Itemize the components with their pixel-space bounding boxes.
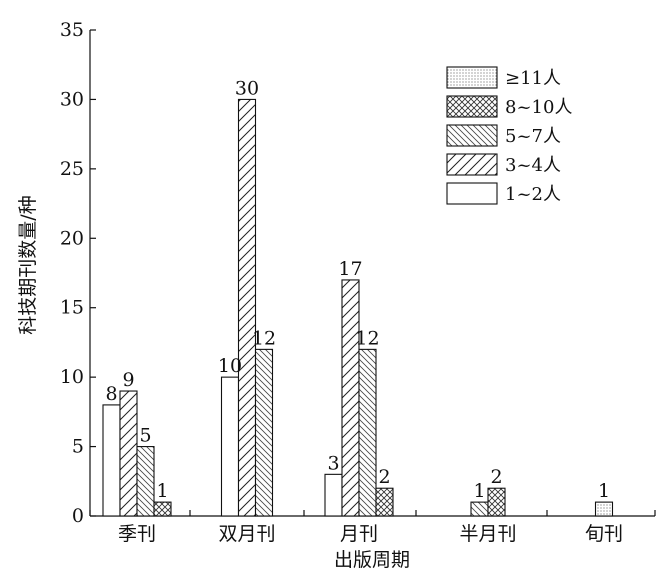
bar-value-label: 5 xyxy=(139,425,151,447)
bar xyxy=(341,279,360,517)
bar xyxy=(119,390,138,517)
bar xyxy=(594,501,614,517)
x-category-label: 季刊 xyxy=(118,523,156,545)
bar-value-label: 30 xyxy=(235,77,259,99)
bar-value-label: 12 xyxy=(355,327,379,349)
bar xyxy=(487,487,506,517)
bar-value-label: 17 xyxy=(338,258,362,280)
bar-value-label: 9 xyxy=(122,369,134,391)
x-axis-ticks: 季刊 双月刊 月刊 半月刊 旬刊 xyxy=(89,510,656,545)
x-category-label: 月刊 xyxy=(340,523,378,545)
legend-swatch xyxy=(446,153,498,176)
y-tick-label: 35 xyxy=(60,19,84,41)
bar-value-label: 2 xyxy=(378,466,390,488)
bar-value-label: 3 xyxy=(327,452,339,474)
bar xyxy=(358,348,377,517)
bar xyxy=(237,98,257,517)
legend-swatch xyxy=(446,182,498,205)
x-category-label: 半月刊 xyxy=(459,523,516,545)
x-axis-title: 出版周期 xyxy=(334,549,410,571)
bar-value-label: 1 xyxy=(598,480,610,502)
y-tick-label: 25 xyxy=(60,158,84,180)
bar xyxy=(153,501,172,517)
x-category-label: 双月刊 xyxy=(218,523,275,545)
bar xyxy=(324,473,343,517)
legend-label: 1~2人 xyxy=(505,184,561,205)
bar-value-label: 12 xyxy=(252,327,276,349)
bar xyxy=(136,446,155,517)
legend-label: ≥11人 xyxy=(505,68,561,89)
y-axis-ticks: 0 5 10 15 20 25 30 35 xyxy=(60,19,96,527)
y-tick-label: 30 xyxy=(60,88,84,110)
bar-marks xyxy=(102,98,614,517)
bar xyxy=(375,487,394,517)
legend-label: 8~10人 xyxy=(505,97,572,118)
bar xyxy=(220,376,240,517)
legend-swatch xyxy=(446,95,498,118)
bar-value-label: 10 xyxy=(218,355,242,377)
y-tick-label: 20 xyxy=(60,227,84,249)
bar xyxy=(470,501,489,517)
legend-swatch xyxy=(446,124,498,147)
y-tick-label: 15 xyxy=(60,297,84,319)
bar xyxy=(254,348,274,517)
bar xyxy=(102,404,121,517)
x-category-label: 旬刊 xyxy=(585,523,623,545)
bar-value-label: 2 xyxy=(490,466,502,488)
y-axis-title: 科技期刊数量/种 xyxy=(17,195,39,334)
bar-value-label: 1 xyxy=(156,480,168,502)
legend-swatch xyxy=(446,66,498,89)
y-tick-label: 5 xyxy=(72,436,84,458)
bar-value-label: 8 xyxy=(105,383,117,405)
bar-value-label: 1 xyxy=(473,480,485,502)
legend-label: 3~4人 xyxy=(505,155,561,176)
legend-label: 5~7人 xyxy=(505,126,561,147)
legend: ≥11人 8~10人 5~7人 3~4人 1~2人 xyxy=(446,66,572,205)
y-tick-label: 10 xyxy=(60,366,84,388)
y-tick-label: 0 xyxy=(72,505,84,527)
